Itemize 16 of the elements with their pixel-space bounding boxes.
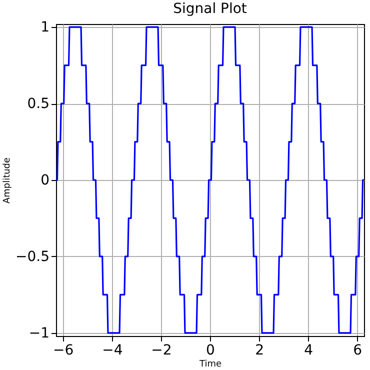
- x-tick-label: 6: [353, 342, 362, 358]
- x-tick-label: 0: [206, 342, 215, 358]
- y-tick-label: 1: [40, 20, 50, 36]
- y-axis-title: Amplitude: [2, 156, 13, 204]
- x-tick-label: 4: [304, 342, 314, 358]
- chart-title: Signal Plot: [173, 1, 248, 18]
- line-series: [56, 26, 364, 334]
- x-tick-label: 2: [255, 342, 264, 358]
- x-axis-title: Time: [198, 360, 222, 370]
- x-tick-label: −6: [53, 342, 74, 358]
- x-tick-label: −2: [151, 342, 172, 358]
- y-tick-label: 0: [40, 172, 50, 188]
- y-tick-label: 0.5: [27, 96, 50, 112]
- y-tick-label: −0.5: [16, 248, 50, 265]
- x-tick-label: −4: [102, 342, 123, 358]
- y-tick-label: −1: [28, 325, 50, 342]
